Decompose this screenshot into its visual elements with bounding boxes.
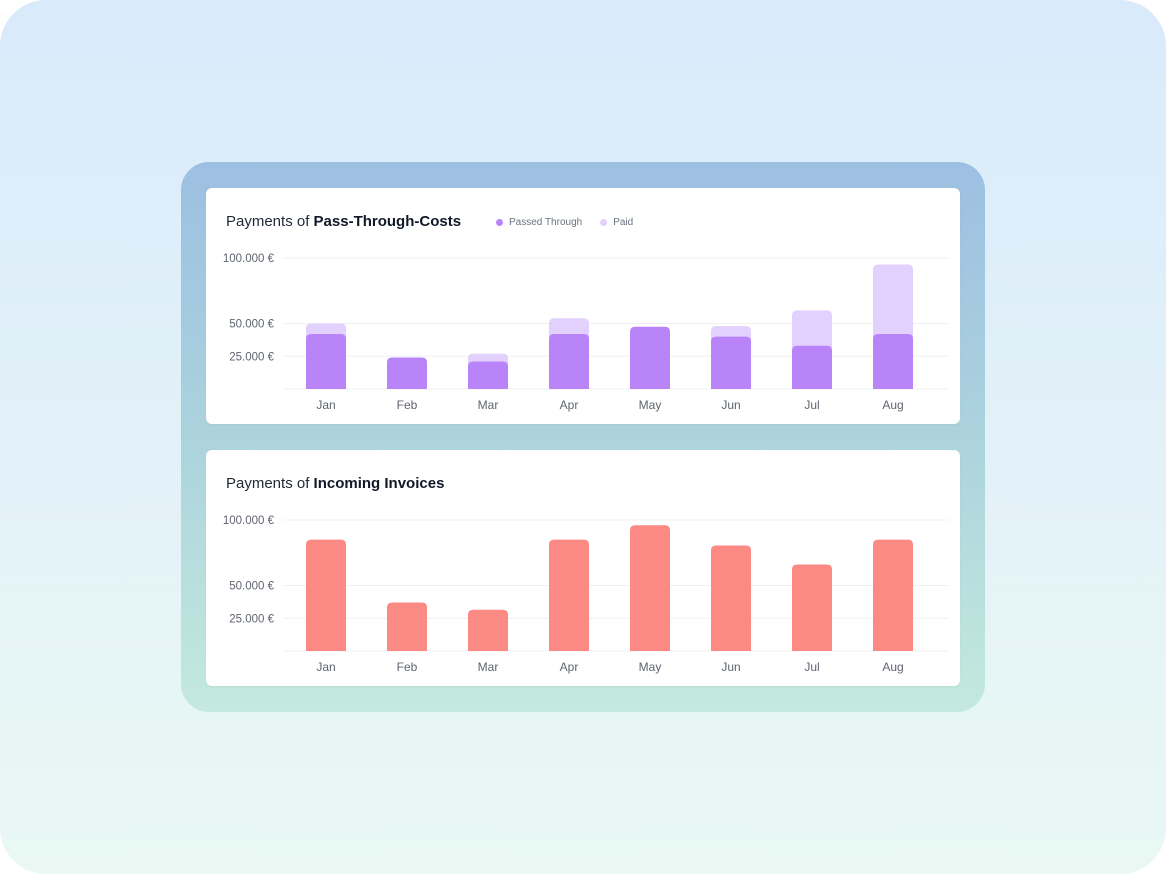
title-bold: Pass-Through-Costs [313,213,462,230]
pass-through-costs-card: Payments of Pass-Through-Costs Passed Th… [206,188,960,424]
x-tick-label: Mar [478,398,499,412]
legend-label-paid: Paid [613,217,634,228]
x-tick-label: Aug [882,398,903,412]
bar-incoming-may[interactable] [630,525,670,651]
pass-through-costs-chart: 25.000 € 50.000 € 100.000 € Jan Feb Mar Apr May… [223,253,948,412]
bar-passed-through-jan[interactable] [306,333,346,389]
x-tick-label: May [639,660,662,674]
x-tick-label: Jun [721,398,740,412]
incoming-invoices-chart: 25.000 € 50.000 € 100.000 € Jan Feb Mar Apr May… [223,515,948,674]
x-tick-label: May [639,398,662,412]
y-tick-label: 50.000 € [229,319,274,331]
legend-item-paid[interactable]: Paid [600,217,633,228]
dashboard-frame: Payments of Pass-Through-Costs Passed Th… [181,162,985,712]
x-tick-label: Jul [804,398,819,412]
legend-label-passed-through: Passed Through [509,217,583,228]
x-tick-label: Feb [397,660,418,674]
bar-passed-through-feb[interactable] [387,357,427,389]
x-tick-label: Jan [316,398,335,412]
incoming-invoices-card: Payments of Incoming Invoices 25.000 € 50… [206,450,960,686]
x-tick-label: Aug [882,660,903,674]
title-prefix: Payments of [226,213,314,230]
x-tick-label: Mar [478,660,499,674]
y-tick-label: 100.000 € [223,253,275,265]
x-tick-label: Apr [560,660,579,674]
bar-incoming-mar[interactable] [468,609,508,651]
title-bold: Incoming Invoices [313,475,445,492]
bar-passed-through-may[interactable] [630,326,670,389]
passed-through-dot-icon [496,219,503,226]
y-tick-label: 100.000 € [223,515,275,527]
bar-passed-through-apr[interactable] [549,333,589,389]
x-tick-label: Apr [560,398,579,412]
x-tick-label: Jan [316,660,335,674]
y-tick-label: 25.000 € [229,613,274,625]
x-tick-label: Feb [397,398,418,412]
bar-incoming-jul[interactable] [792,564,832,651]
bar-passed-through-jun[interactable] [711,336,751,389]
bar-passed-through-mar[interactable] [468,361,508,389]
x-tick-label: Jul [804,660,819,674]
bar-incoming-apr[interactable] [549,539,589,651]
pass-through-costs-title: Payments of Pass-Through-Costs [226,213,461,230]
paid-dot-icon [600,219,608,226]
bar-incoming-aug[interactable] [873,539,913,651]
bar-passed-through-jul[interactable] [792,345,832,389]
y-tick-label: 25.000 € [229,351,274,363]
bar-incoming-jun[interactable] [711,545,751,651]
bar-incoming-jan[interactable] [306,539,346,651]
x-tick-label: Jun [721,660,740,674]
bar-passed-through-aug[interactable] [873,333,913,389]
incoming-invoices-title: Payments of Incoming Invoices [226,475,444,492]
chart-legend: Passed Through Paid [496,217,651,228]
title-prefix: Payments of [226,475,314,492]
y-tick-label: 50.000 € [229,581,274,593]
legend-item-passed-through[interactable]: Passed Through [496,217,582,228]
bar-incoming-feb[interactable] [387,602,427,651]
